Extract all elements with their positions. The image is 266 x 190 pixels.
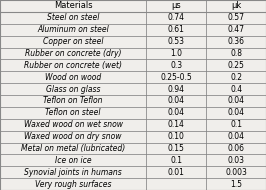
Text: Waxed wood on wet snow: Waxed wood on wet snow [24, 120, 123, 129]
Text: 0.15: 0.15 [168, 144, 185, 153]
Bar [146, 166, 206, 178]
Bar [0, 154, 146, 166]
Bar [206, 131, 266, 142]
Text: Wood on wood: Wood on wood [45, 73, 101, 82]
Text: 0.61: 0.61 [168, 25, 185, 34]
Bar [206, 24, 266, 36]
Text: μk: μk [231, 2, 241, 10]
Text: 0.25-0.5: 0.25-0.5 [160, 73, 192, 82]
Bar [0, 12, 146, 24]
Text: 0.06: 0.06 [228, 144, 244, 153]
Bar [0, 0, 146, 12]
Text: 0.3: 0.3 [170, 61, 182, 70]
Bar [0, 166, 146, 178]
Text: 0.57: 0.57 [228, 13, 244, 22]
Bar [206, 119, 266, 131]
Text: Steel on steel: Steel on steel [47, 13, 99, 22]
Text: 0.4: 0.4 [230, 85, 242, 93]
Text: Synovial joints in humans: Synovial joints in humans [24, 168, 122, 177]
Text: Materials: Materials [54, 2, 93, 10]
Bar [146, 178, 206, 190]
Text: 0.003: 0.003 [225, 168, 247, 177]
Bar [206, 154, 266, 166]
Bar [146, 83, 206, 95]
Bar [206, 71, 266, 83]
Bar [0, 119, 146, 131]
Bar [146, 48, 206, 59]
Text: 0.94: 0.94 [168, 85, 185, 93]
Bar [146, 12, 206, 24]
Bar [206, 95, 266, 107]
Bar [0, 131, 146, 142]
Text: 0.04: 0.04 [228, 132, 244, 141]
Text: 1.0: 1.0 [170, 49, 182, 58]
Bar [206, 12, 266, 24]
Bar [206, 166, 266, 178]
Text: 0.25: 0.25 [228, 61, 244, 70]
Bar [146, 131, 206, 142]
Bar [206, 48, 266, 59]
Bar [146, 119, 206, 131]
Bar [146, 154, 206, 166]
Text: Teflon on steel: Teflon on steel [45, 108, 101, 117]
Bar [146, 142, 206, 154]
Bar [0, 142, 146, 154]
Text: Rubber on concrete (dry): Rubber on concrete (dry) [25, 49, 121, 58]
Text: Ice on ice: Ice on ice [55, 156, 92, 165]
Bar [146, 107, 206, 119]
Text: Rubber on concrete (wet): Rubber on concrete (wet) [24, 61, 122, 70]
Text: Glass on glass: Glass on glass [46, 85, 100, 93]
Bar [206, 107, 266, 119]
Text: 0.2: 0.2 [230, 73, 242, 82]
Text: Very rough surfaces: Very rough surfaces [35, 180, 111, 188]
Bar [146, 71, 206, 83]
Text: Teflon on Teflon: Teflon on Teflon [43, 97, 103, 105]
Text: 0.8: 0.8 [230, 49, 242, 58]
Bar [0, 178, 146, 190]
Text: 0.03: 0.03 [228, 156, 244, 165]
Bar [0, 24, 146, 36]
Text: 0.01: 0.01 [168, 168, 185, 177]
Bar [206, 0, 266, 12]
Bar [206, 59, 266, 71]
Text: 0.36: 0.36 [228, 37, 244, 46]
Bar [146, 36, 206, 48]
Bar [206, 83, 266, 95]
Bar [0, 107, 146, 119]
Text: 0.14: 0.14 [168, 120, 185, 129]
Bar [146, 95, 206, 107]
Text: 0.10: 0.10 [168, 132, 185, 141]
Text: 0.1: 0.1 [170, 156, 182, 165]
Text: 0.1: 0.1 [230, 120, 242, 129]
Text: 1.5: 1.5 [230, 180, 242, 188]
Bar [0, 95, 146, 107]
Text: 0.04: 0.04 [168, 108, 185, 117]
Bar [206, 36, 266, 48]
Text: 0.04: 0.04 [228, 108, 244, 117]
Bar [206, 178, 266, 190]
Text: Metal on metal (lubricated): Metal on metal (lubricated) [21, 144, 125, 153]
Bar [0, 71, 146, 83]
Bar [0, 36, 146, 48]
Text: 0.53: 0.53 [168, 37, 185, 46]
Text: 0.04: 0.04 [228, 97, 244, 105]
Text: 0.47: 0.47 [228, 25, 244, 34]
Bar [0, 48, 146, 59]
Text: Waxed wood on dry snow: Waxed wood on dry snow [24, 132, 122, 141]
Text: Aluminum on steel: Aluminum on steel [37, 25, 109, 34]
Text: 0.04: 0.04 [168, 97, 185, 105]
Bar [146, 59, 206, 71]
Bar [206, 142, 266, 154]
Text: Copper on steel: Copper on steel [43, 37, 103, 46]
Bar [146, 0, 206, 12]
Bar [0, 59, 146, 71]
Bar [0, 83, 146, 95]
Text: 0.74: 0.74 [168, 13, 185, 22]
Bar [146, 24, 206, 36]
Text: μs: μs [171, 2, 181, 10]
